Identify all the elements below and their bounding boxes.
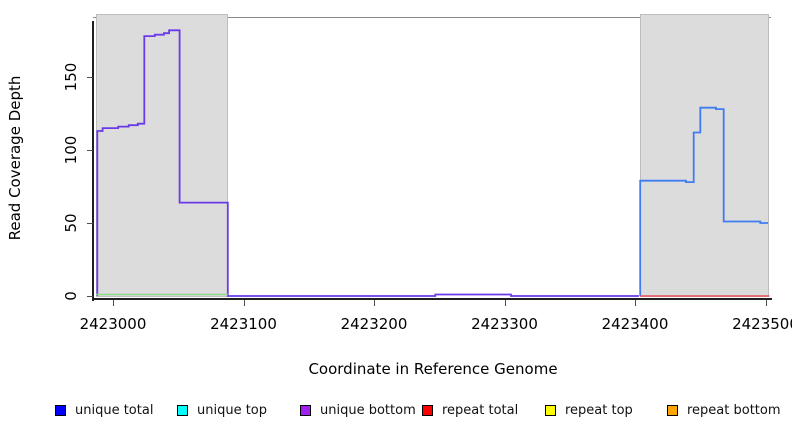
series-line-unique-coverage-right (639, 106, 769, 296)
x-tick-mark (113, 300, 114, 306)
legend-label: unique total (75, 402, 154, 418)
legend-label: unique bottom (320, 402, 416, 418)
x-tick-label: 2423000 (79, 315, 147, 333)
y-tick-label: 50 (62, 213, 80, 233)
y-tick-label: 0 (62, 291, 80, 301)
legend-swatch-icon (422, 404, 433, 416)
y-tick-mark (87, 296, 93, 297)
x-axis-title: Coordinate in Reference Genome (308, 360, 558, 378)
legend-label: repeat bottom (687, 402, 781, 418)
plot-top-border (93, 17, 771, 18)
y-tick-label: 100 (62, 135, 80, 165)
x-tick-label: 2423400 (601, 315, 669, 333)
legend-swatch-icon (55, 404, 66, 416)
x-tick-mark (504, 300, 506, 306)
legend-label: unique top (197, 402, 268, 418)
legend-label: repeat total (442, 402, 519, 418)
series-line-unique-coverage-left-and-middle (96, 29, 639, 297)
x-tick-label: 2423100 (210, 315, 277, 333)
y-tick-mark (87, 77, 93, 78)
x-tick-label: 2423200 (340, 315, 408, 333)
legend-item-repeat-bottom: repeat bottom (667, 401, 781, 419)
repeat-region-right (640, 14, 770, 297)
x-tick-mark (243, 300, 245, 306)
legend-item-repeat-total: repeat total (422, 401, 518, 419)
plot-area (92, 14, 772, 301)
coverage-series-canvas (96, 29, 770, 297)
legend: unique total unique top unique bottom repea… (0, 401, 792, 419)
legend-swatch-icon (177, 404, 188, 416)
y-axis-title: Read Coverage Depth (6, 75, 24, 241)
x-tick-mark (765, 300, 767, 306)
legend-swatch-icon (300, 404, 311, 416)
legend-label: repeat top (565, 402, 633, 418)
x-tick-label: 2423300 (471, 315, 538, 333)
legend-item-unique-bottom: unique bottom (300, 401, 416, 419)
x-tick-mark (635, 300, 636, 306)
legend-item-unique-top: unique top (177, 401, 267, 419)
legend-swatch-icon (545, 404, 556, 416)
legend-item-repeat-top: repeat top (545, 401, 633, 419)
x-axis-line (92, 298, 772, 300)
y-tick-mark (87, 150, 93, 151)
x-tick-mark (374, 300, 375, 306)
legend-swatch-icon (667, 404, 678, 416)
y-tick-label: 150 (62, 62, 80, 92)
legend-item-unique-total: unique total (55, 401, 153, 419)
y-axis-line (92, 21, 94, 301)
y-tick-mark (87, 223, 93, 224)
